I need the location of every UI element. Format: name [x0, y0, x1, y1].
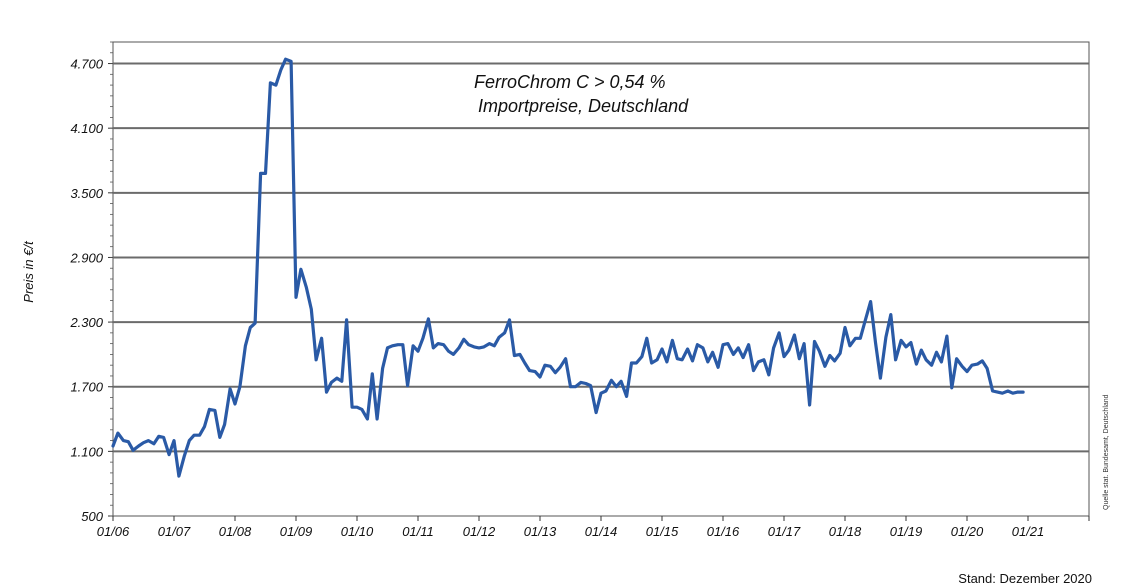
series-line [111, 57, 1025, 478]
grid-lines [113, 62, 1089, 453]
series-layer [111, 57, 1025, 478]
x-tick-label: 01/06 [97, 524, 130, 539]
x-tick-label: 01/08 [219, 524, 252, 539]
y-tick-label: 1.700 [70, 380, 103, 395]
x-tick-label: 01/12 [463, 524, 496, 539]
x-tick-label: 01/14 [585, 524, 618, 539]
x-tick-label: 01/07 [158, 524, 191, 539]
y-tick-label: 1.100 [70, 444, 103, 459]
x-tick-label: 01/09 [280, 524, 313, 539]
y-tick-label: 2.300 [69, 315, 103, 330]
chart-title-line-2: Importpreise, Deutschland [478, 96, 689, 116]
x-tick-label: 01/13 [524, 524, 557, 539]
x-tick-label: 01/16 [707, 524, 740, 539]
y-tick-label: 4.700 [70, 57, 103, 72]
y-tick-label: 500 [81, 509, 103, 524]
x-tick-label: 01/17 [768, 524, 801, 539]
y-tick-label: 3.500 [70, 186, 103, 201]
y-axis-ticks: 500 1.100 1.700 2.300 2.900 3.500 4.100 4.700 [69, 41, 113, 524]
x-tick-label: 01/18 [829, 524, 862, 539]
y-axis-label: Preis in €/t [21, 240, 36, 303]
x-tick-label: 01/11 [402, 524, 434, 539]
stand-date: Stand: Dezember 2020 [958, 571, 1092, 586]
x-axis-ticks: 01/06 01/07 01/08 01/09 01/10 01/11 01/12 01/13… [97, 516, 1090, 539]
x-tick-label: 01/10 [341, 524, 374, 539]
chart-title-line-1: FerroChrom C > 0,54 % [474, 72, 666, 92]
y-tick-label: 4.100 [70, 121, 103, 136]
x-tick-label: 01/19 [890, 524, 923, 539]
source-note: Quelle stat. Bundesamt, Deutschland [1103, 394, 1110, 510]
x-tick-label: 01/20 [951, 524, 984, 539]
x-tick-label: 01/15 [646, 524, 679, 539]
plot-area [112, 41, 1090, 517]
y-tick-label: 2.900 [69, 250, 103, 265]
x-tick-label: 01/21 [1012, 524, 1045, 539]
